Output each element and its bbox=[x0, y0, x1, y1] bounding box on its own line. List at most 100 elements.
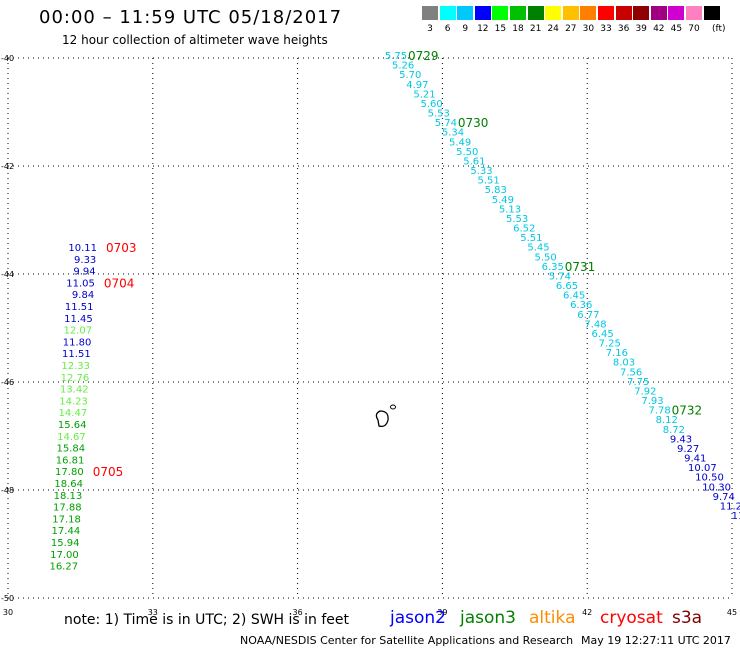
scale-label: 42 bbox=[653, 24, 665, 34]
swh-value-label: 5.51 bbox=[477, 176, 499, 187]
scale-swatch bbox=[686, 6, 702, 20]
swh-value-label: 7.78 bbox=[648, 406, 670, 417]
swh-value-label: 13.42 bbox=[60, 385, 89, 396]
swh-value-label: 5.83 bbox=[485, 185, 507, 196]
scale-label: 27 bbox=[565, 24, 577, 34]
swh-value-label: 6.35 bbox=[542, 262, 564, 273]
lon-tick-label: 45 bbox=[727, 608, 737, 617]
swh-value-label: 9.33 bbox=[74, 255, 96, 266]
scale-label: 45 bbox=[670, 24, 683, 34]
scale-swatch bbox=[492, 6, 509, 20]
lat-tick-label: -46 bbox=[1, 378, 14, 387]
island-outline bbox=[390, 404, 396, 410]
time-label: 0729 bbox=[408, 49, 439, 63]
lat-tick-label: -44 bbox=[1, 270, 14, 279]
swh-value-label: 11.05 bbox=[66, 278, 95, 289]
swh-value-label: 12.07 bbox=[63, 326, 92, 337]
lon-tick-label: 36 bbox=[293, 608, 303, 617]
swh-value-label: 14.23 bbox=[59, 396, 88, 407]
swh-value-label: 5.45 bbox=[527, 243, 549, 254]
legend-item-jason3: jason3 bbox=[460, 608, 516, 628]
scale-label: 21 bbox=[529, 24, 542, 34]
swh-value-label: 17.80 bbox=[55, 467, 84, 478]
time-label: 0705 bbox=[93, 465, 124, 479]
swh-value-label: 5.49 bbox=[492, 195, 514, 206]
lon-tick-label: 33 bbox=[148, 608, 158, 617]
swh-value-label: 16.27 bbox=[49, 562, 78, 573]
swh-value-label: 18.64 bbox=[54, 479, 83, 490]
legend-item-altika: altika bbox=[529, 608, 576, 628]
swh-value-label: 10.50 bbox=[695, 473, 724, 484]
swh-value-label: 5.51 bbox=[520, 233, 542, 244]
legend-item-cryosat: cryosat bbox=[600, 608, 663, 628]
swh-value-label: 11.51 bbox=[62, 349, 91, 360]
scale-swatch bbox=[510, 6, 526, 20]
scale-swatch bbox=[668, 6, 685, 20]
swh-value-label: 7.25 bbox=[599, 339, 621, 350]
swh-value-label: 10.07 bbox=[688, 463, 717, 474]
swh-value-label: 8.72 bbox=[663, 425, 685, 436]
scale-swatch bbox=[703, 6, 720, 20]
lon-tick-label: 39 bbox=[437, 608, 447, 617]
scale-label: 39 bbox=[635, 24, 647, 34]
swh-value-label: 9.27 bbox=[677, 444, 699, 455]
swh-value-label: 5.60 bbox=[420, 99, 442, 110]
scale-label: 33 bbox=[600, 24, 612, 34]
swh-value-label: 9.84 bbox=[72, 290, 94, 301]
swh-value-label: 5.75 bbox=[385, 51, 407, 62]
legend-item-s3a: s3a bbox=[672, 608, 703, 628]
swh-value-label: 17.88 bbox=[53, 503, 82, 514]
swh-value-label: 5.61 bbox=[463, 156, 485, 167]
swh-value-label: 7.16 bbox=[606, 348, 628, 359]
island-outline bbox=[375, 410, 389, 428]
swh-value-label: 9.41 bbox=[684, 454, 706, 465]
scale-label: 30 bbox=[582, 24, 595, 34]
swh-value-label: 6.65 bbox=[556, 281, 578, 292]
page-subtitle: 12 hour collection of altimeter wave hei… bbox=[62, 33, 328, 47]
footnote: note: 1) Time is in UTC; 2) SWH is in fe… bbox=[64, 612, 350, 628]
swh-value-label: 10.30 bbox=[702, 482, 731, 493]
swh-value-label: 5.13 bbox=[499, 204, 521, 215]
swh-value-label: 10.11 bbox=[68, 243, 97, 254]
scale-swatch bbox=[580, 6, 597, 20]
lon-tick-label: 30 bbox=[3, 608, 13, 617]
lat-tick-label: -50 bbox=[1, 594, 14, 603]
swh-value-label: 7.92 bbox=[634, 386, 656, 397]
swh-value-label: 11.45 bbox=[64, 314, 93, 325]
generated-timestamp: May 19 12:27:11 UTC 2017 bbox=[581, 634, 731, 647]
swh-value-label: 5.50 bbox=[456, 147, 478, 158]
swh-value-label: 18.13 bbox=[54, 491, 83, 502]
swh-value-label: 5.70 bbox=[399, 70, 421, 81]
time-label: 0703 bbox=[106, 241, 137, 255]
swh-value-label: 7.56 bbox=[620, 367, 642, 378]
lat-tick-label: -42 bbox=[1, 162, 14, 171]
lon-tick-label: 42 bbox=[582, 608, 592, 617]
scale-label: 15 bbox=[494, 24, 507, 34]
color-scale-unit: (ft) bbox=[712, 24, 726, 34]
swh-value-label: 4.97 bbox=[406, 80, 428, 91]
swh-value-label: 15.84 bbox=[56, 444, 85, 455]
swh-value-label: 9.94 bbox=[73, 267, 95, 278]
time-label: 0730 bbox=[458, 116, 489, 130]
swh-value-label: 15.94 bbox=[51, 538, 80, 549]
scale-swatch bbox=[545, 6, 562, 20]
swh-value-label: 17.44 bbox=[52, 526, 81, 537]
swh-value-label: 8.12 bbox=[656, 415, 678, 426]
swh-value-label: 5.26 bbox=[392, 61, 414, 72]
swh-value-label: 14.47 bbox=[59, 408, 88, 419]
swh-value-label: 9.43 bbox=[670, 434, 692, 445]
swh-value-label: 5.34 bbox=[442, 128, 464, 139]
swh-value-label: 6.45 bbox=[563, 291, 585, 302]
swh-value-label: 6.36 bbox=[570, 300, 592, 311]
swh-value-label: 15.64 bbox=[58, 420, 87, 431]
swh-value-label: 6.52 bbox=[513, 224, 535, 235]
scale-swatch bbox=[598, 6, 614, 20]
swh-value-label: 11.51 bbox=[65, 302, 94, 313]
swh-value-label: 6.45 bbox=[591, 329, 613, 340]
scale-swatch bbox=[457, 6, 474, 20]
scale-swatch bbox=[439, 6, 456, 20]
swh-value-label: 5.33 bbox=[470, 166, 492, 177]
swh-value-label: 14.67 bbox=[57, 432, 86, 443]
scale-swatch bbox=[615, 6, 632, 20]
scale-label: 9 bbox=[462, 24, 469, 34]
